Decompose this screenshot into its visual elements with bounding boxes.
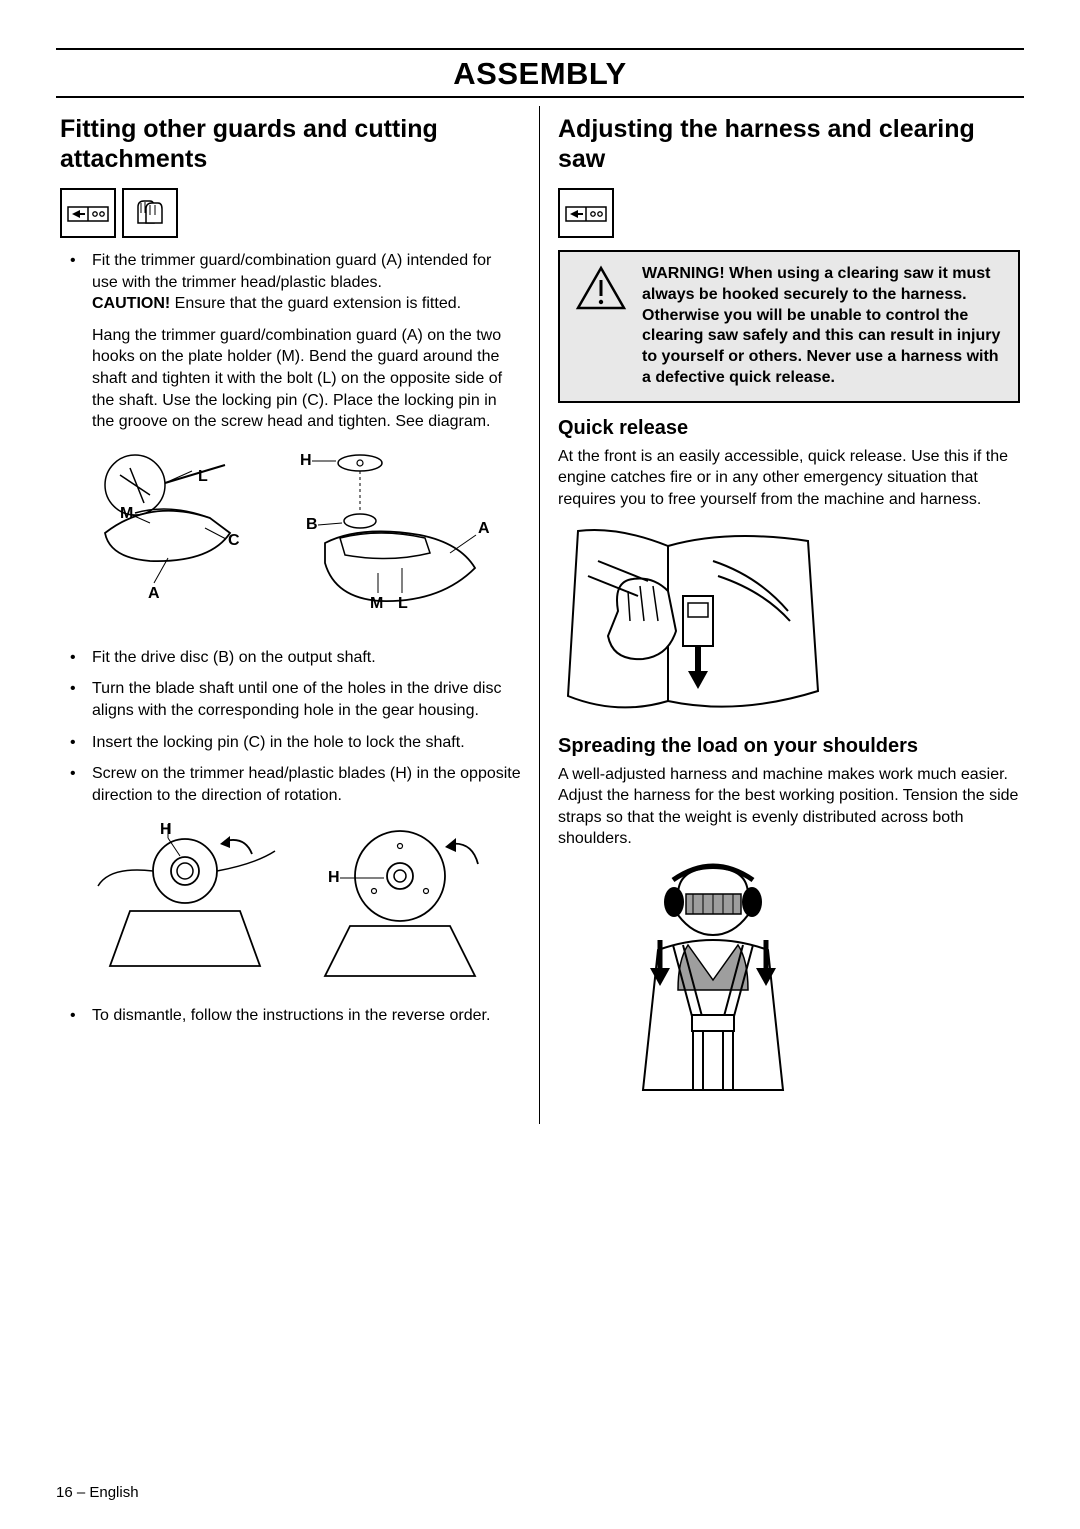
right-heading: Adjusting the harness and clearing saw	[558, 114, 1020, 174]
manual-arrow-icon	[60, 188, 116, 238]
bullet-list-3: To dismantle, follow the instructions in…	[60, 1005, 521, 1027]
label-M: M	[120, 505, 133, 522]
sub-quick-release: Quick release	[558, 417, 1020, 440]
bullet-item: To dismantle, follow the instructions in…	[60, 1005, 521, 1027]
label-M2: M	[370, 595, 383, 612]
bullet-item: Insert the locking pin (C) in the hole t…	[60, 732, 521, 754]
sub-spreading-load: Spreading the load on your shoulders	[558, 735, 1020, 758]
right-column: Adjusting the harness and clearing saw	[540, 106, 1024, 1124]
para-quick-release: At the front is an easily accessible, qu…	[558, 446, 1020, 511]
rule-under-title	[56, 96, 1024, 98]
warning-triangle-icon	[574, 264, 628, 389]
left-column: Fitting other guards and cutting attachm…	[56, 106, 540, 1124]
continuation-para: Hang the trimmer guard/combination guard…	[60, 325, 521, 433]
page-title: ASSEMBLY	[56, 56, 1024, 92]
bullet-item: Screw on the trimmer head/plastic blades…	[60, 763, 521, 806]
bullet-item: Fit the drive disc (B) on the output sha…	[60, 647, 521, 669]
label-B: B	[306, 516, 318, 533]
bullet-list-1: Fit the trimmer guard/combination guard …	[60, 250, 521, 315]
caution-label: CAUTION!	[92, 295, 170, 312]
bullet-item: Fit the trimmer guard/combination guard …	[60, 250, 521, 315]
label-L: L	[198, 468, 208, 485]
warning-body: When using a clearing saw it must always…	[642, 265, 1000, 386]
label-A2: A	[478, 520, 490, 537]
manual-arrow-icon	[558, 188, 614, 238]
rule-top	[56, 48, 1024, 50]
left-heading: Fitting other guards and cutting attachm…	[60, 114, 521, 174]
warning-box: WARNING! When using a clearing saw it mu…	[558, 250, 1020, 403]
diagram-guard-assembly: L M C A H B A	[80, 443, 521, 633]
caution-text: Ensure that the guard extension is fitte…	[170, 295, 461, 312]
icon-row-right	[558, 188, 1020, 238]
bullet-text: Fit the trimmer guard/combination guard …	[92, 252, 491, 291]
page-footer: 16 – English	[56, 1484, 139, 1501]
warning-prefix: WARNING!	[642, 265, 729, 282]
label-A: A	[148, 585, 160, 602]
para-spreading-load: A well-adjusted harness and machine make…	[558, 764, 1020, 850]
gloves-icon	[122, 188, 178, 238]
diagram-person-harness	[598, 860, 1020, 1110]
bullet-item: Turn the blade shaft until one of the ho…	[60, 678, 521, 721]
diagram-quick-release	[558, 521, 1020, 721]
label-H-d2b: H	[328, 869, 340, 886]
warning-text: WARNING! When using a clearing saw it mu…	[642, 264, 1004, 389]
label-H: H	[300, 452, 312, 469]
bullet-list-2: Fit the drive disc (B) on the output sha…	[60, 647, 521, 807]
icon-row-left	[60, 188, 521, 238]
label-H-d2a: H	[160, 821, 172, 838]
label-C: C	[228, 532, 240, 549]
diagram-trimmer-heads: H H	[80, 816, 521, 991]
columns: Fitting other guards and cutting attachm…	[56, 106, 1024, 1124]
label-L2: L	[398, 595, 408, 612]
